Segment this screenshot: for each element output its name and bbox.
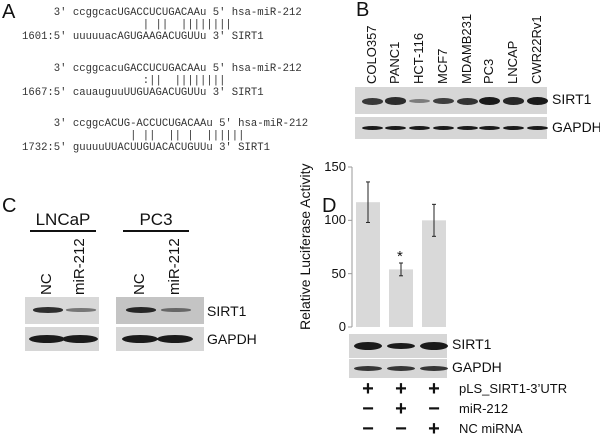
gapdh-band	[409, 126, 430, 130]
gapdh-band	[433, 126, 454, 130]
cell-line-label: LNCaP	[35, 210, 91, 229]
minus-sign: −	[428, 398, 440, 420]
row-label-gapdh: GAPDH	[552, 119, 600, 135]
lane-label: MCF7	[435, 48, 450, 84]
row-label-sirt1: SIRT1	[207, 303, 247, 319]
y-tick-label: 100	[324, 212, 346, 228]
minus-sign: −	[362, 398, 374, 420]
lane-label: miR-212	[166, 238, 183, 295]
mirna-sequence: 3' ccggcacUGACCUCUGACAAu 5' hsa-miR-212	[22, 7, 302, 19]
plus-sign: +	[395, 378, 407, 400]
gapdh-band	[457, 126, 478, 130]
target-sequence: 1732:5' guuuuUUACUUGUACACUGUUu 3' SIRT1	[22, 142, 270, 154]
sirt1-band	[527, 97, 548, 105]
lane-label: PC3	[481, 58, 496, 84]
sirt1-band	[66, 308, 96, 312]
minus-sign: −	[395, 418, 407, 438]
sirt1-band	[387, 343, 415, 350]
sirt1-band	[479, 97, 500, 105]
sirt1-band	[420, 342, 448, 350]
condition-label: NC miRNA	[459, 421, 523, 436]
lane-label: CWR22Rv1	[529, 15, 544, 84]
plus-sign: +	[428, 418, 440, 438]
sirt1-band	[433, 97, 454, 105]
lane-label: miR-212	[71, 238, 88, 295]
bar	[389, 269, 413, 327]
sirt1-band	[409, 99, 430, 104]
lane-label: MDAMB231	[459, 13, 474, 84]
gapdh-band	[62, 335, 98, 343]
significance-marker: *	[397, 248, 403, 265]
gapdh-band	[157, 335, 193, 343]
sirt1-band	[362, 97, 383, 105]
plus-sign: +	[362, 378, 374, 400]
group-underline	[30, 230, 96, 232]
y-tick-label: 50	[331, 265, 346, 281]
base-pairing: | || || | ||||||	[22, 130, 245, 142]
group-underline	[123, 230, 189, 232]
panel-a-label: A	[2, 1, 16, 23]
sirt1-band	[385, 97, 406, 105]
plus-sign: +	[395, 398, 407, 420]
base-pairing: | || ||||||||	[22, 19, 232, 31]
panel-c-label: C	[2, 195, 17, 217]
bar	[422, 220, 446, 327]
panel-b-label: B	[356, 0, 370, 21]
sirt1-band	[503, 97, 524, 105]
gapdh-band	[387, 366, 415, 371]
sirt1-band	[354, 342, 382, 350]
sirt1-band	[126, 307, 156, 313]
condition-label: miR-212	[459, 401, 509, 416]
y-tick-label: 150	[324, 159, 346, 174]
gapdh-band	[29, 335, 65, 343]
gapdh-band	[354, 366, 382, 371]
y-tick-label: 0	[338, 319, 346, 334]
lane-label: PANC1	[387, 41, 402, 84]
gapdh-band	[503, 126, 524, 130]
row-label-sirt1: SIRT1	[452, 336, 492, 352]
lane-label: COLO357	[364, 25, 379, 84]
row-label-sirt1: SIRT1	[552, 91, 592, 107]
gapdh-band	[122, 335, 158, 343]
lane-label: NC	[38, 273, 55, 295]
bar	[356, 202, 380, 327]
sirt1-band	[161, 308, 191, 312]
lane-label: LNCAP	[505, 40, 520, 84]
sirt1-band	[457, 97, 478, 105]
gapdh-band	[420, 366, 448, 371]
gapdh-band	[362, 126, 383, 130]
minus-sign: −	[362, 418, 374, 438]
lane-label: NC	[131, 273, 148, 295]
target-sequence: 1601:5' uuuuuacAGUGAAGACUGUUu 3' SIRT1	[22, 31, 264, 43]
panel-d-label: D	[322, 195, 337, 217]
row-label-gapdh: GAPDH	[452, 359, 502, 375]
gapdh-band	[527, 126, 548, 130]
lane-label: HCT-116	[411, 32, 426, 84]
cell-line-label: PC3	[139, 210, 173, 229]
mirna-sequence: 3' ccggcACUG-ACCUCUGACAAu 5' hsa-miR-212	[22, 118, 309, 130]
row-label-gapdh: GAPDH	[207, 331, 257, 347]
sirt1-band	[33, 307, 63, 313]
gapdh-band	[479, 126, 500, 130]
base-pairing: :|| ||||||||	[22, 75, 226, 87]
plus-sign: +	[428, 378, 440, 400]
condition-label: pLS_SIRT1-3’UTR	[459, 381, 568, 396]
gapdh-band	[385, 126, 406, 130]
mirna-sequence: 3' ccggcacuGACCUCUGACAAu 5' hsa-miR-212	[22, 63, 302, 75]
target-sequence: 1667:5' cauauguuUUGUAGACUGUUu 3' SIRT1	[22, 87, 264, 99]
